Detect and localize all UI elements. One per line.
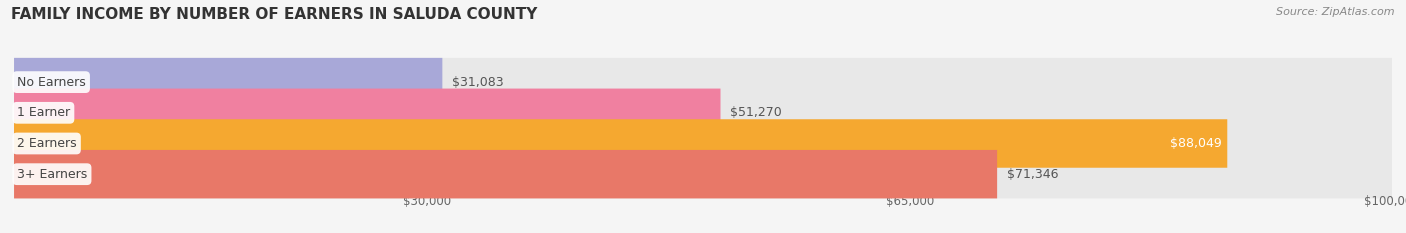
- FancyBboxPatch shape: [14, 58, 1392, 106]
- Text: 3+ Earners: 3+ Earners: [17, 168, 87, 181]
- FancyBboxPatch shape: [14, 119, 1392, 168]
- FancyBboxPatch shape: [14, 150, 1392, 199]
- Text: No Earners: No Earners: [17, 76, 86, 89]
- FancyBboxPatch shape: [14, 58, 443, 106]
- Text: 1 Earner: 1 Earner: [17, 106, 70, 119]
- Text: 2 Earners: 2 Earners: [17, 137, 76, 150]
- FancyBboxPatch shape: [14, 119, 1227, 168]
- FancyBboxPatch shape: [14, 89, 1392, 137]
- Text: Source: ZipAtlas.com: Source: ZipAtlas.com: [1277, 7, 1395, 17]
- Text: $31,083: $31,083: [451, 76, 503, 89]
- Text: $51,270: $51,270: [730, 106, 782, 119]
- Text: $88,049: $88,049: [1170, 137, 1222, 150]
- Text: $71,346: $71,346: [1007, 168, 1059, 181]
- Text: FAMILY INCOME BY NUMBER OF EARNERS IN SALUDA COUNTY: FAMILY INCOME BY NUMBER OF EARNERS IN SA…: [11, 7, 537, 22]
- FancyBboxPatch shape: [14, 89, 720, 137]
- FancyBboxPatch shape: [14, 150, 997, 199]
